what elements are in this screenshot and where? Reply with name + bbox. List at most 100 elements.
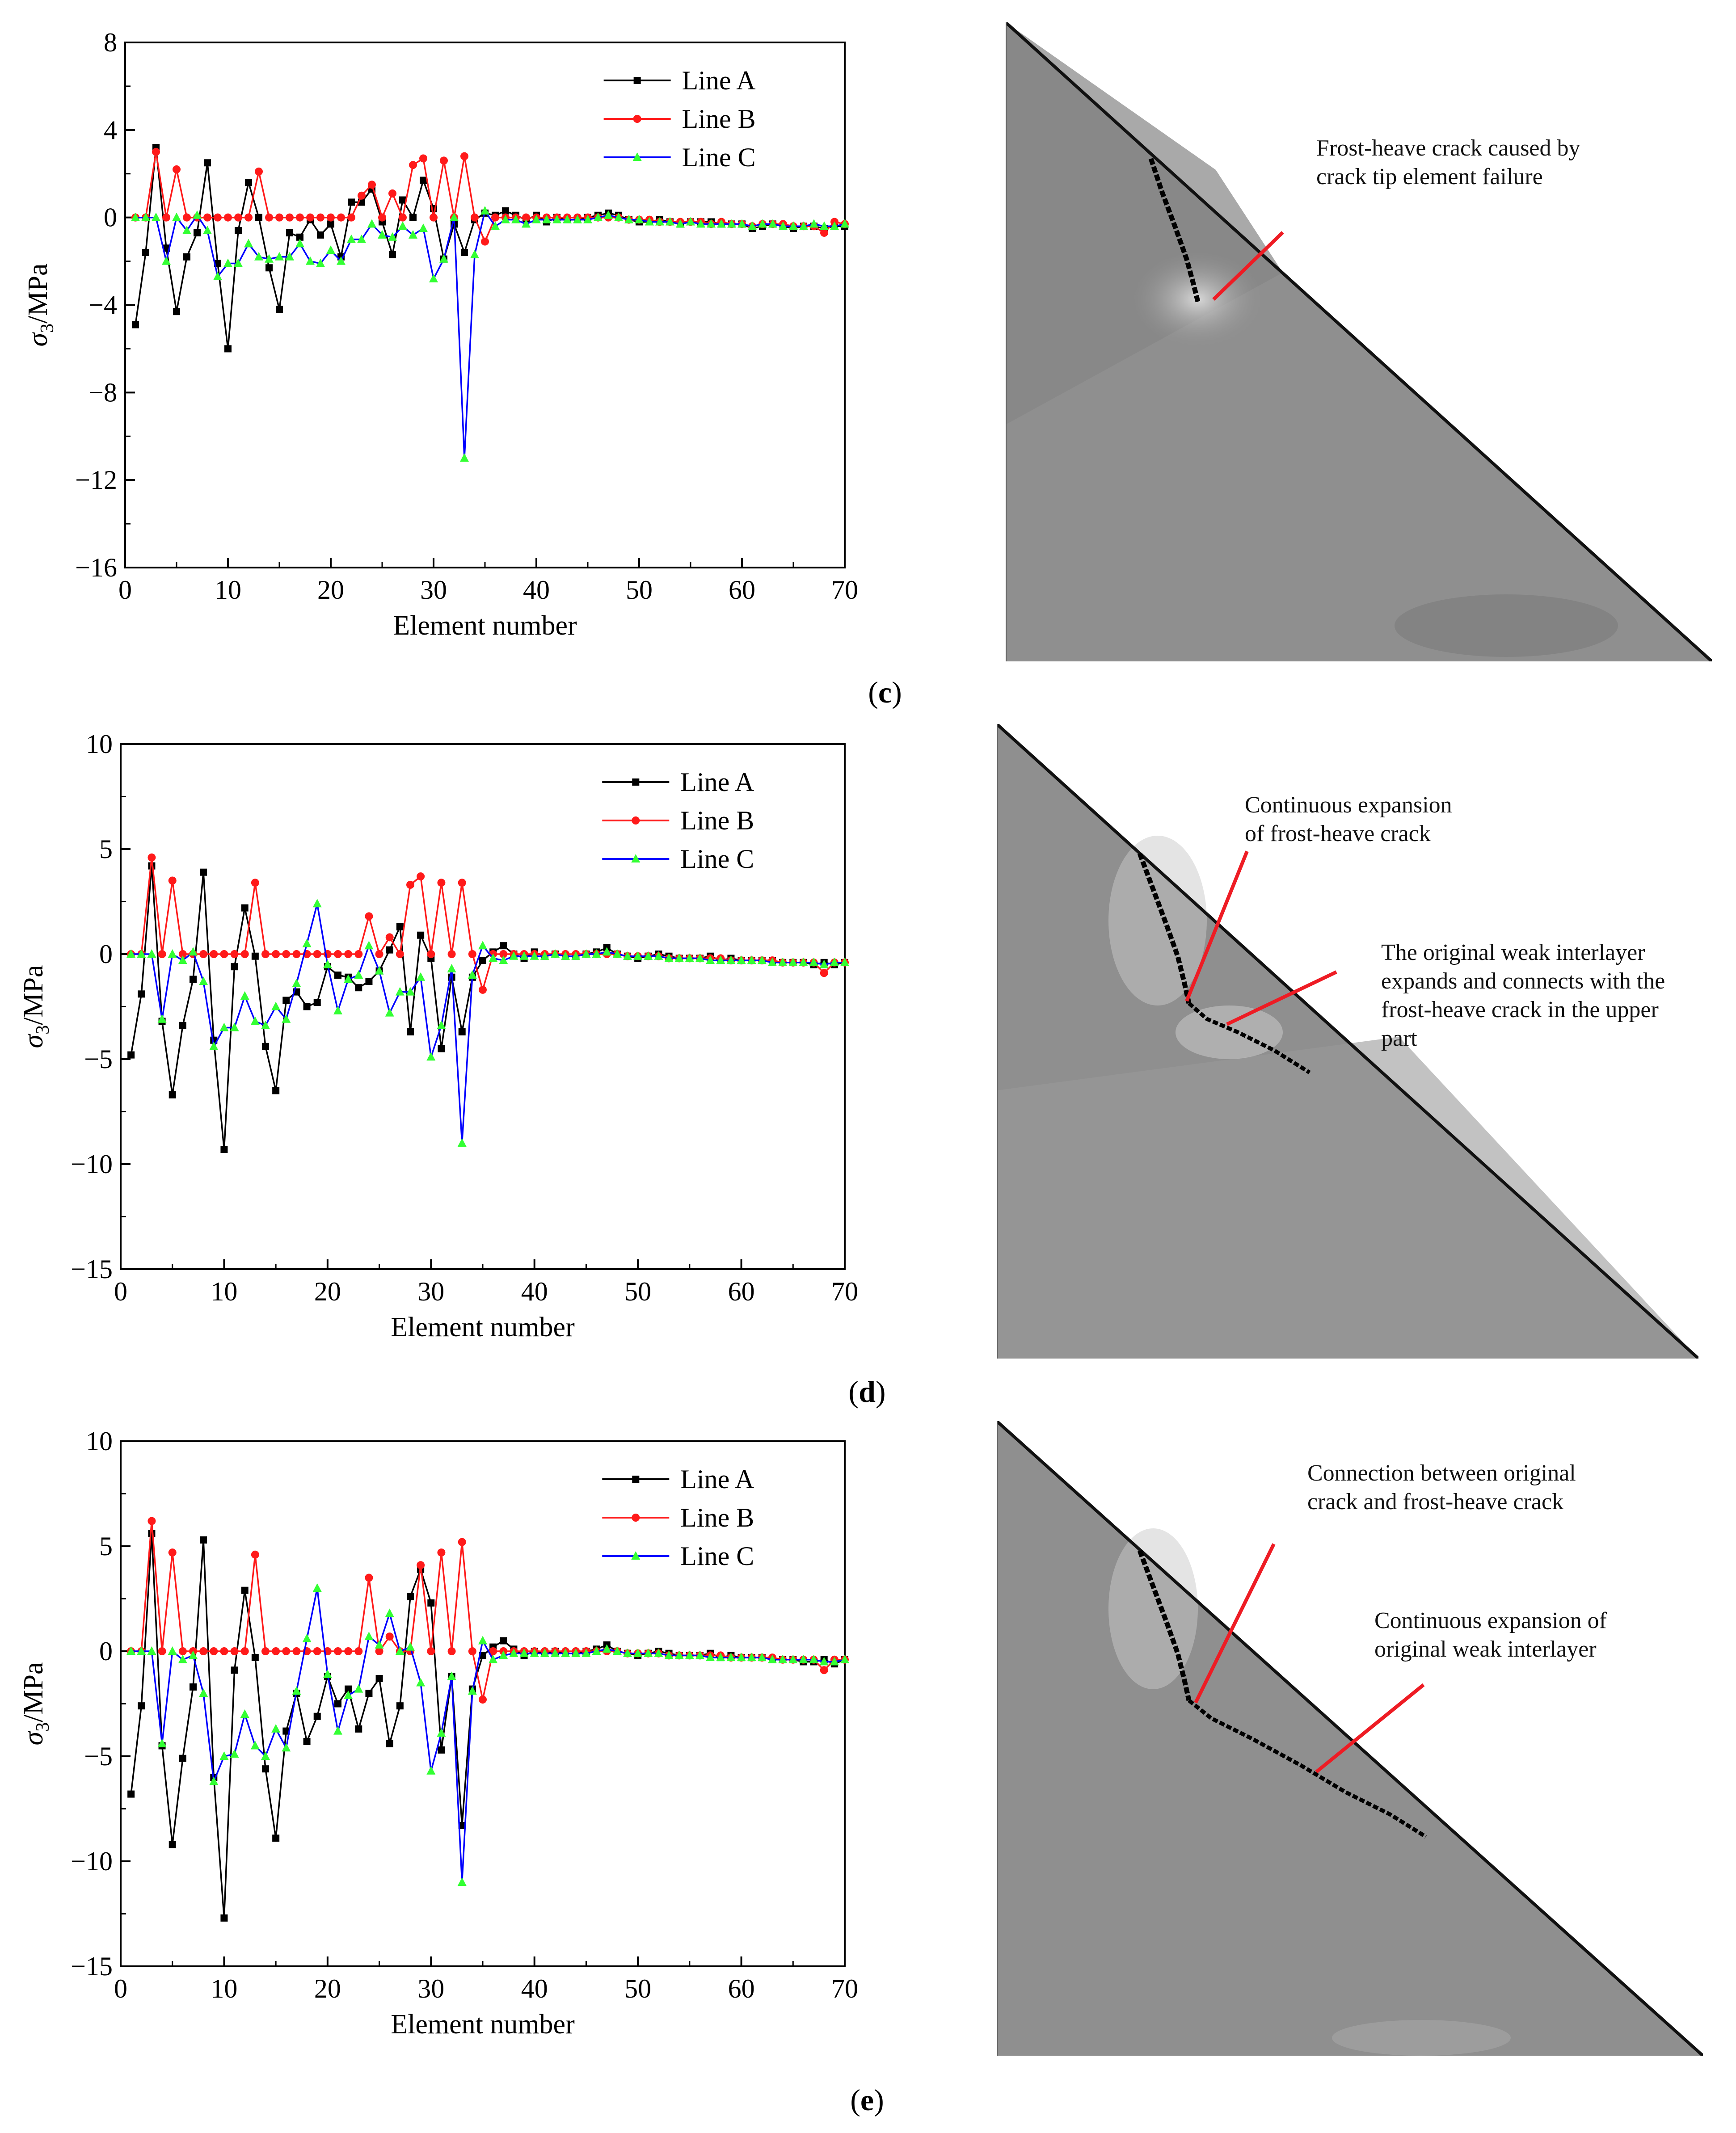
data-point-d-line-b bbox=[199, 950, 208, 958]
data-point-d-line-a bbox=[262, 1043, 269, 1050]
data-point-c-line-a bbox=[502, 207, 509, 215]
data-point-d-line-a bbox=[127, 1051, 135, 1059]
data-point-d-line-b bbox=[240, 950, 249, 958]
data-point-e-line-b bbox=[468, 1647, 476, 1655]
y-tick-label-d: −5 bbox=[84, 1044, 113, 1074]
x-tick-label-e: 20 bbox=[314, 1974, 341, 2003]
data-point-c-line-c bbox=[501, 215, 510, 223]
data-point-d-line-c bbox=[250, 1016, 260, 1025]
data-point-d-line-c bbox=[737, 955, 746, 964]
data-point-e-line-a bbox=[127, 1790, 135, 1798]
legend-label-c-0: Line A bbox=[682, 66, 756, 95]
data-point-c-line-b bbox=[481, 237, 489, 246]
data-point-c-line-c bbox=[388, 232, 397, 241]
data-point-c-line-a bbox=[173, 308, 180, 316]
data-point-d-line-c bbox=[478, 941, 487, 950]
x-tick-label-d: 10 bbox=[211, 1277, 237, 1306]
data-point-e-line-a bbox=[272, 1834, 280, 1842]
data-point-d-line-a bbox=[438, 1045, 445, 1052]
x-tick-label-c: 40 bbox=[523, 575, 550, 605]
data-point-e-line-c bbox=[292, 1686, 301, 1695]
data-point-c-line-a bbox=[276, 306, 283, 313]
data-point-e-line-a bbox=[427, 1599, 435, 1607]
data-point-c-line-c bbox=[511, 215, 520, 223]
data-point-d-line-b bbox=[344, 950, 353, 958]
data-point-e-line-b bbox=[489, 1647, 497, 1655]
data-point-e-line-c bbox=[282, 1743, 291, 1752]
annotation-c-1: Frost-heave crack caused by crack tip el… bbox=[1316, 135, 1580, 189]
data-point-e-line-c bbox=[354, 1684, 363, 1693]
data-point-e-line-c bbox=[716, 1653, 725, 1662]
y-axis-label-e: σ3/MPa bbox=[18, 1662, 53, 1746]
data-point-c-line-b bbox=[224, 213, 232, 222]
data-point-c-line-b bbox=[296, 213, 304, 222]
legend-marker-d-0 bbox=[632, 778, 640, 786]
data-point-d-line-a bbox=[303, 1003, 311, 1010]
data-point-d-line-c bbox=[778, 957, 788, 966]
data-point-d-line-b bbox=[375, 950, 383, 958]
data-point-d-line-b bbox=[158, 950, 166, 958]
data-point-c-line-c bbox=[275, 252, 284, 261]
data-point-e-line-c bbox=[199, 1688, 208, 1697]
data-point-e-line-b bbox=[365, 1573, 373, 1582]
data-point-d-line-c bbox=[809, 957, 818, 966]
simulation-image-c bbox=[1006, 22, 1712, 661]
data-point-e-line-c bbox=[757, 1653, 767, 1662]
data-point-e-line-c bbox=[126, 1646, 136, 1655]
data-point-c-line-b bbox=[327, 213, 335, 222]
data-point-c-line-b bbox=[214, 213, 222, 222]
data-point-c-line-c bbox=[398, 221, 407, 230]
data-point-e-line-a bbox=[169, 1841, 176, 1848]
x-tick-label-d: 30 bbox=[417, 1277, 444, 1306]
legend-label-d-1: Line B bbox=[680, 806, 754, 835]
data-point-d-line-c bbox=[137, 949, 146, 958]
data-point-e-line-a bbox=[282, 1727, 290, 1735]
annotation-d-1: Continuous expansion of frost-heave crac… bbox=[1245, 792, 1452, 846]
data-point-e-line-c bbox=[230, 1749, 239, 1758]
data-point-e-line-c bbox=[695, 1650, 704, 1659]
data-point-d-line-c bbox=[602, 947, 611, 956]
data-point-e-line-b bbox=[230, 1647, 239, 1655]
y-tick-label-e: −15 bbox=[71, 1952, 113, 1981]
data-point-d-line-b bbox=[210, 950, 218, 958]
data-point-c-line-c bbox=[820, 221, 829, 230]
data-point-c-line-b bbox=[286, 213, 294, 222]
x-tick-label-d: 60 bbox=[728, 1277, 755, 1306]
data-point-d-line-c bbox=[219, 1022, 229, 1031]
data-point-e-line-b bbox=[282, 1647, 291, 1655]
data-point-e-line-c bbox=[457, 1877, 467, 1886]
data-point-d-line-a bbox=[386, 946, 393, 954]
data-point-e-line-c bbox=[592, 1646, 601, 1655]
data-point-d-line-c bbox=[468, 970, 477, 979]
x-axis-label-c: Element number bbox=[393, 610, 577, 641]
data-point-c-line-b bbox=[203, 213, 211, 222]
x-tick-label-c: 60 bbox=[729, 575, 755, 605]
y-axis-label-d: σ3/MPa bbox=[18, 965, 53, 1048]
data-point-d-line-b bbox=[447, 950, 456, 958]
data-point-d-line-b bbox=[292, 950, 301, 958]
data-point-c-line-c bbox=[429, 273, 438, 282]
data-point-c-line-c bbox=[573, 215, 582, 223]
data-point-e-line-c bbox=[551, 1648, 560, 1657]
x-tick-label-e: 70 bbox=[831, 1974, 858, 2003]
y-tick-label-e: 0 bbox=[99, 1637, 113, 1666]
y-tick-label-d: 0 bbox=[99, 939, 113, 969]
panel-label-e: (e) bbox=[850, 2083, 884, 2117]
data-point-c-line-a bbox=[389, 251, 396, 258]
data-point-c-line-c bbox=[542, 215, 551, 223]
data-point-c-line-c bbox=[604, 210, 613, 219]
data-point-d-line-a bbox=[365, 978, 373, 985]
data-point-e-line-c bbox=[540, 1648, 549, 1657]
data-point-e-line-a bbox=[200, 1536, 207, 1544]
series-line-d-1 bbox=[131, 857, 845, 993]
data-point-c-line-c bbox=[840, 219, 849, 228]
data-point-c-line-c bbox=[182, 226, 191, 235]
x-tick-label-c: 10 bbox=[215, 575, 241, 605]
data-point-d-line-c bbox=[499, 955, 508, 964]
data-point-e-line-c bbox=[323, 1669, 332, 1678]
data-point-e-line-a bbox=[179, 1754, 186, 1762]
data-point-c-line-b bbox=[152, 147, 160, 156]
data-point-c-line-c bbox=[614, 212, 623, 221]
data-point-e-line-b bbox=[458, 1538, 466, 1546]
legend-label-c-2: Line C bbox=[682, 143, 756, 172]
